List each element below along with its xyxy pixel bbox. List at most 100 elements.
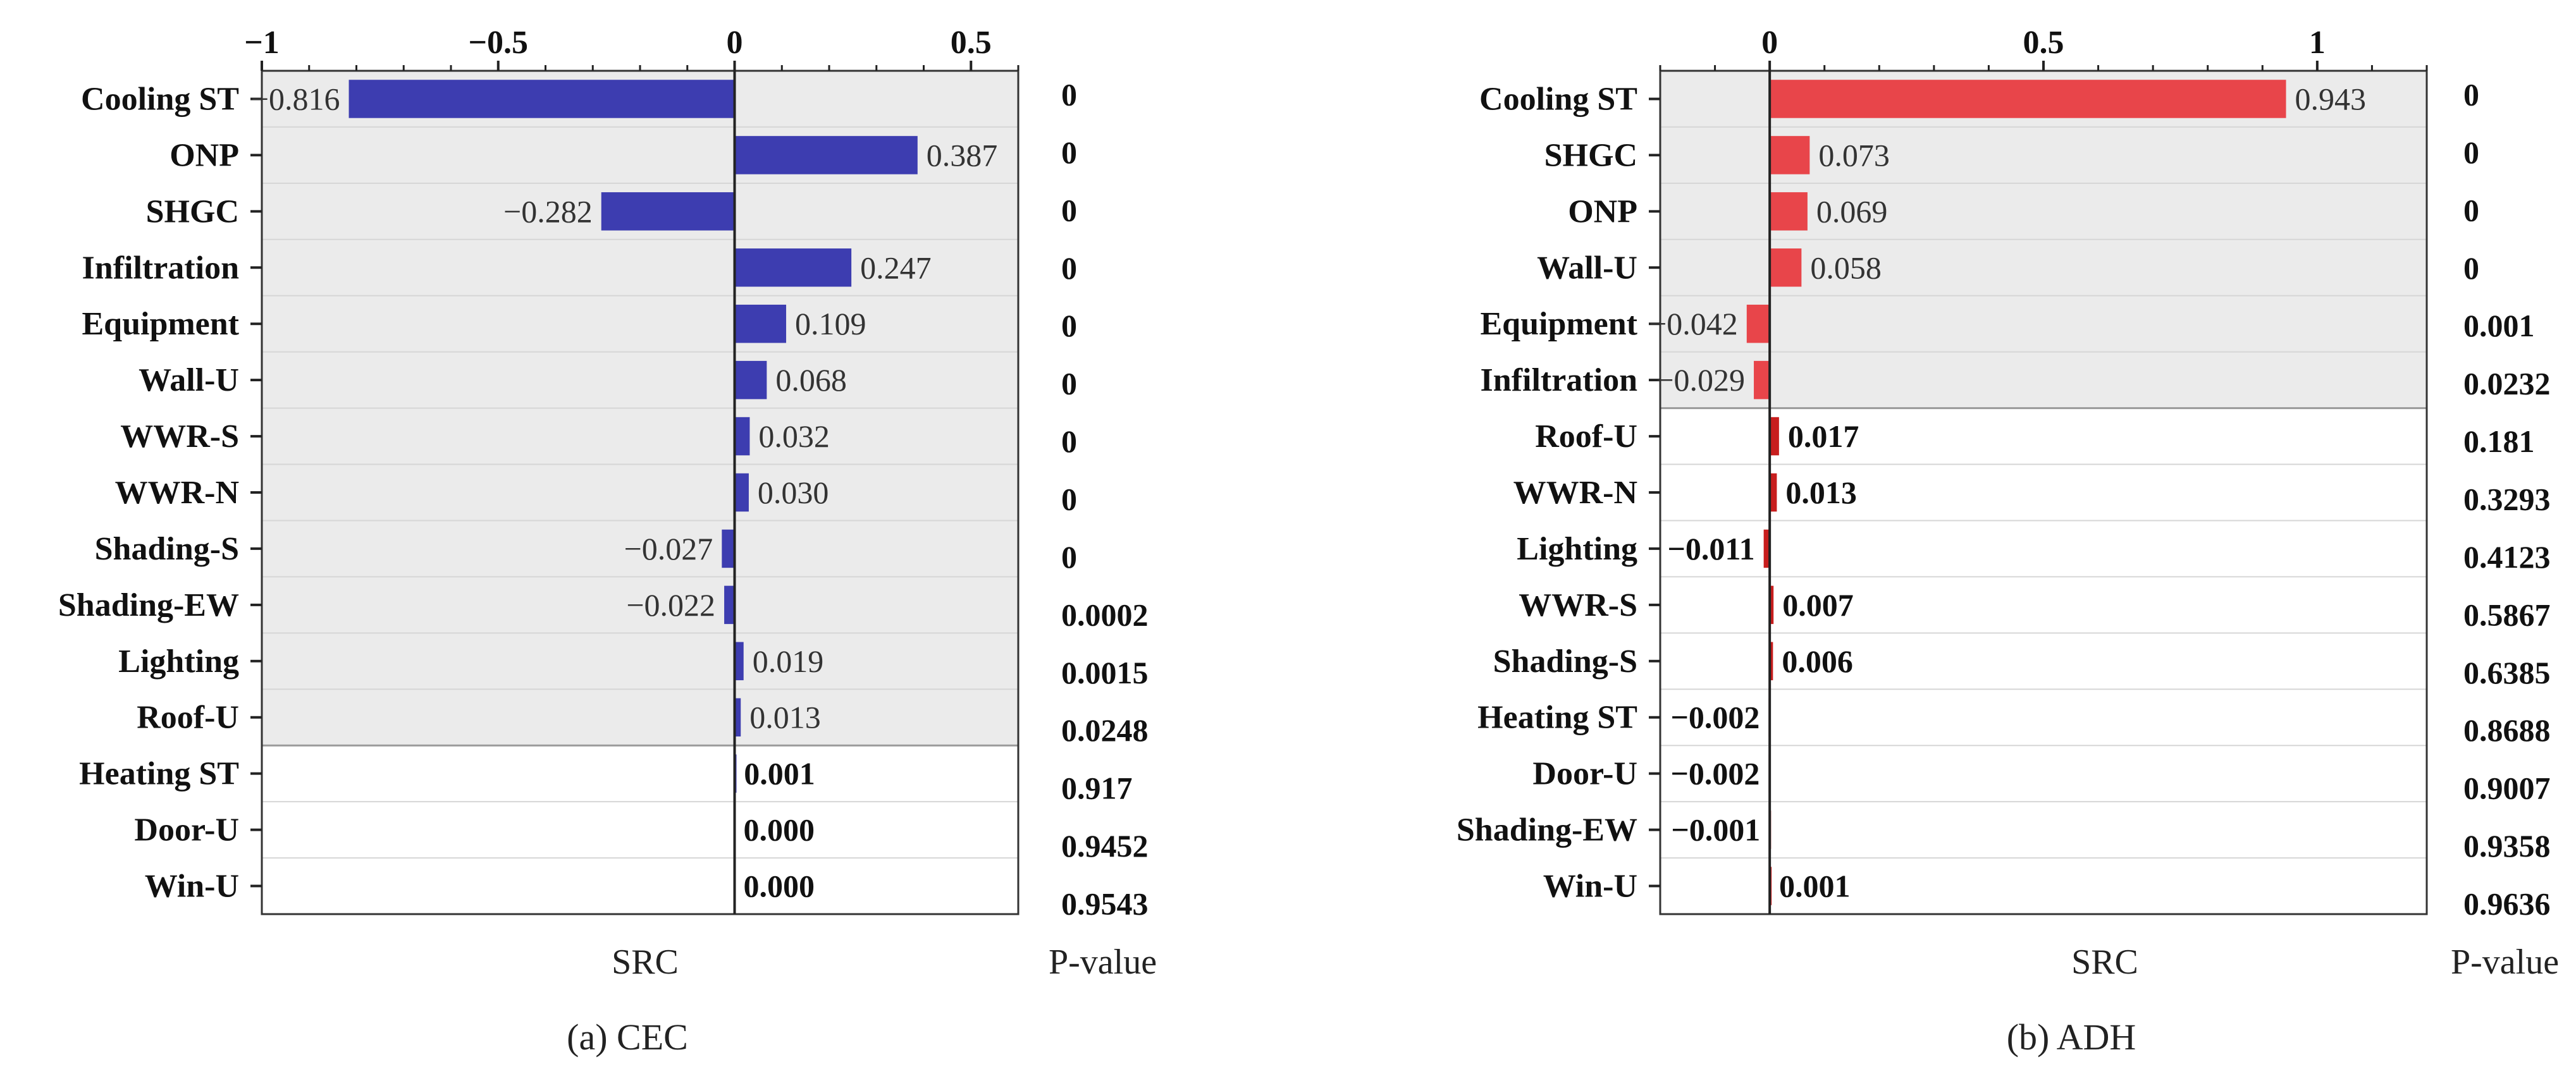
- x-tick-label: −1: [244, 25, 280, 61]
- category-label: SHGC: [146, 193, 239, 229]
- category-label: Equipment: [82, 306, 239, 342]
- value-label: −0.042: [1649, 306, 1738, 341]
- bar-wall-u: [734, 360, 767, 400]
- bar-shading-s: [722, 529, 735, 568]
- value-label: 0.001: [744, 756, 815, 791]
- category-label: Cooling ST: [81, 81, 239, 117]
- value-label: 0.943: [2295, 81, 2367, 116]
- p-value: 0.9007: [2463, 771, 2551, 806]
- p-value-title: P-value: [1049, 943, 1157, 982]
- x-tick-label: 0: [727, 25, 743, 61]
- bar-shading-s: [1770, 642, 1773, 681]
- p-value: 0: [2463, 192, 2479, 228]
- bar-roof-u: [1770, 417, 1779, 456]
- category-label: Win-U: [145, 869, 239, 905]
- p-value: 0.0002: [1061, 597, 1149, 632]
- value-label: 0.058: [1810, 250, 1882, 285]
- category-label: ONP: [1568, 193, 1637, 229]
- x-tick-label: −0.5: [468, 25, 528, 61]
- p-value: 0.181: [2463, 424, 2535, 459]
- category-label: WWR-N: [115, 475, 239, 511]
- category-label: Infiltration: [1481, 362, 1638, 398]
- x-tick-label: 1: [2309, 25, 2326, 61]
- category-label: Door-U: [134, 812, 239, 848]
- p-value: 0: [1061, 76, 1077, 112]
- value-label: −0.029: [1656, 362, 1745, 398]
- p-value: 0: [1061, 539, 1077, 575]
- p-value: 0.0248: [1061, 712, 1149, 748]
- x-tick-label: 0: [1761, 25, 1778, 61]
- category-label: WWR-S: [120, 418, 239, 455]
- figure-caption: (b) ADH: [2007, 1017, 2136, 1058]
- category-label: WWR-N: [1513, 475, 1637, 511]
- value-label: 0.030: [758, 475, 829, 510]
- category-label: ONP: [169, 137, 239, 173]
- value-label: 0.013: [1785, 475, 1857, 510]
- p-value: 0.9358: [2463, 828, 2551, 864]
- bar-shgc: [1770, 136, 1810, 174]
- p-value-title: P-value: [2451, 943, 2559, 982]
- value-label: 0.013: [749, 700, 821, 735]
- p-value: 0: [1061, 308, 1077, 343]
- bar-cooling-st: [348, 80, 735, 118]
- p-value: 0.6385: [2463, 655, 2551, 690]
- category-label: Heating ST: [79, 756, 239, 792]
- value-label: 0.032: [758, 418, 830, 454]
- value-label: 0.006: [1782, 644, 1853, 679]
- bar-equipment: [734, 304, 786, 343]
- bar-lighting: [1763, 529, 1770, 568]
- category-label: Infiltration: [82, 250, 240, 286]
- p-value: 0.3293: [2463, 482, 2551, 517]
- value-label: 0.001: [1779, 869, 1851, 904]
- bar-wwr-n: [734, 473, 749, 512]
- p-value: 0.0232: [2463, 366, 2551, 401]
- value-label: 0.017: [1788, 418, 1859, 454]
- category-label: Heating ST: [1477, 700, 1637, 736]
- value-label: −0.816: [251, 81, 340, 116]
- category-label: SHGC: [1544, 137, 1637, 173]
- category-label: Equipment: [1480, 306, 1637, 342]
- value-label: −0.001: [1671, 812, 1760, 848]
- value-label: −0.002: [1670, 700, 1759, 735]
- value-label: −0.011: [1667, 531, 1754, 566]
- category-label: Cooling ST: [1479, 81, 1637, 117]
- p-value: 0.0015: [1061, 655, 1149, 690]
- x-tick-label: 0.5: [951, 25, 992, 61]
- p-value: 0.917: [1061, 771, 1133, 806]
- value-label: 0.007: [1782, 587, 1854, 623]
- chart-adh: 0 0.5 1 Cooling ST 0.943 0 SHGC 0.073 0 ONP 0.069 0…: [1457, 25, 2559, 1058]
- p-value: 0: [1061, 366, 1077, 401]
- value-label: 0.387: [927, 137, 998, 173]
- category-label: Win-U: [1543, 869, 1637, 905]
- bar-equipment: [1746, 304, 1770, 343]
- bar-wwr-n: [1770, 473, 1777, 512]
- category-label: Door-U: [1532, 756, 1637, 792]
- bar-lighting: [734, 642, 744, 681]
- bar-onp: [734, 136, 918, 174]
- p-value: 0: [1061, 192, 1077, 228]
- value-label: 0.073: [1818, 137, 1890, 173]
- p-value: 0: [2463, 250, 2479, 286]
- category-label: Roof-U: [137, 700, 239, 736]
- bar-onp: [1770, 192, 1808, 231]
- value-label: −0.027: [624, 531, 713, 566]
- bar-wwr-s: [734, 417, 750, 456]
- bar-shgc: [601, 192, 735, 231]
- value-label: 0.247: [860, 250, 932, 285]
- p-value: 0.9452: [1061, 828, 1149, 864]
- p-value: 0: [1061, 482, 1077, 517]
- chart-cec: −1 −0.5 0 0.5 Cooling ST −0.816 0 ONP 0.387 0 SHGC…: [58, 25, 1157, 1058]
- bar-infiltration: [734, 248, 852, 287]
- category-label: Shading-EW: [1457, 812, 1637, 848]
- figure-caption: (a) CEC: [567, 1017, 688, 1058]
- category-label: Lighting: [1517, 531, 1637, 567]
- x-tick-label: 0.5: [2023, 25, 2064, 61]
- p-value: 0: [1061, 135, 1077, 170]
- value-label: −0.282: [503, 193, 593, 229]
- bar-cooling-st: [1770, 80, 2286, 118]
- category-label: WWR-S: [1519, 587, 1637, 623]
- x-axis-title: SRC: [612, 943, 679, 982]
- value-label: 0.000: [744, 812, 815, 848]
- bar-wwr-s: [1770, 585, 1774, 625]
